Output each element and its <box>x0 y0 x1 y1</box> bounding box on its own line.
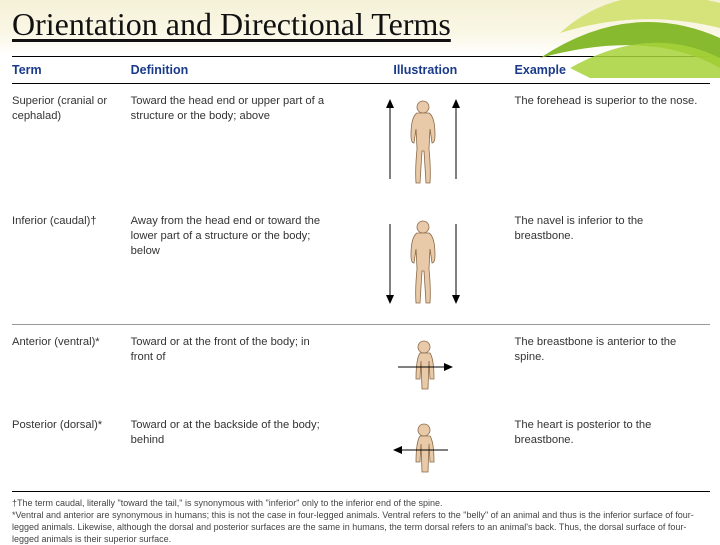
table-row: Posterior (dorsal)* Toward or at the bac… <box>12 408 710 492</box>
table-row: Inferior (caudal)† Away from the head en… <box>12 204 710 325</box>
terms-table-container: Term Definition Illustration Example Sup… <box>0 56 720 492</box>
example-cell: The navel is inferior to the breastbone. <box>515 204 710 325</box>
page-title: Orientation and Directional Terms <box>12 6 451 43</box>
table-row: Anterior (ventral)* Toward or at the fro… <box>12 325 710 409</box>
table-header-row: Term Definition Illustration Example <box>12 57 710 84</box>
terms-table: Term Definition Illustration Example Sup… <box>12 56 710 492</box>
illustration-cell <box>340 204 515 325</box>
anterior-figure-icon <box>378 335 468 393</box>
term-cell: Posterior (dorsal)* <box>12 408 131 492</box>
col-header-example: Example <box>515 57 710 84</box>
col-header-term: Term <box>12 57 131 84</box>
term-cell: Anterior (ventral)* <box>12 325 131 409</box>
definition-cell: Toward or at the backside of the body; b… <box>131 408 340 492</box>
inferior-figure-icon <box>378 214 468 309</box>
title-banner: Orientation and Directional Terms <box>0 0 720 56</box>
illustration-cell <box>340 325 515 409</box>
term-cell: Inferior (caudal)† <box>12 204 131 325</box>
table-row: Superior (cranial or cephalad) Toward th… <box>12 84 710 205</box>
example-cell: The heart is posterior to the breastbone… <box>515 408 710 492</box>
illustration-cell <box>340 408 515 492</box>
col-header-illustration: Illustration <box>340 57 515 84</box>
definition-cell: Away from the head end or toward the low… <box>131 204 340 325</box>
footnote-dagger: †The term caudal, literally "toward the … <box>12 498 708 510</box>
illustration-cell <box>340 84 515 205</box>
term-cell: Superior (cranial or cephalad) <box>12 84 131 205</box>
col-header-definition: Definition <box>131 57 340 84</box>
example-cell: The forehead is superior to the nose. <box>515 84 710 205</box>
footnotes: †The term caudal, literally "toward the … <box>0 492 720 545</box>
posterior-figure-icon <box>378 418 468 476</box>
definition-cell: Toward or at the front of the body; in f… <box>131 325 340 409</box>
definition-cell: Toward the head end or upper part of a s… <box>131 84 340 205</box>
example-cell: The breastbone is anterior to the spine. <box>515 325 710 409</box>
superior-figure-icon <box>378 94 468 189</box>
